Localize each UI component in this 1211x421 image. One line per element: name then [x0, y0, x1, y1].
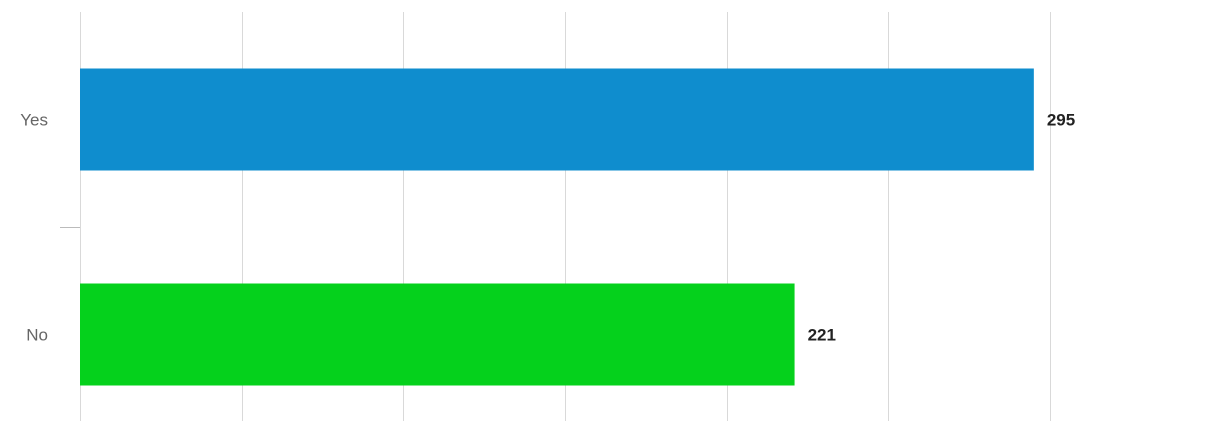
bar-no — [80, 283, 795, 386]
value-label-yes: 295 — [1047, 111, 1075, 130]
labels: Yes 295 No 221 — [20, 111, 1075, 345]
category-label-no: No — [26, 326, 48, 345]
bar-yes — [80, 68, 1034, 171]
bars — [80, 68, 1034, 386]
category-label-yes: Yes — [20, 111, 48, 130]
value-label-no: 221 — [808, 326, 836, 345]
